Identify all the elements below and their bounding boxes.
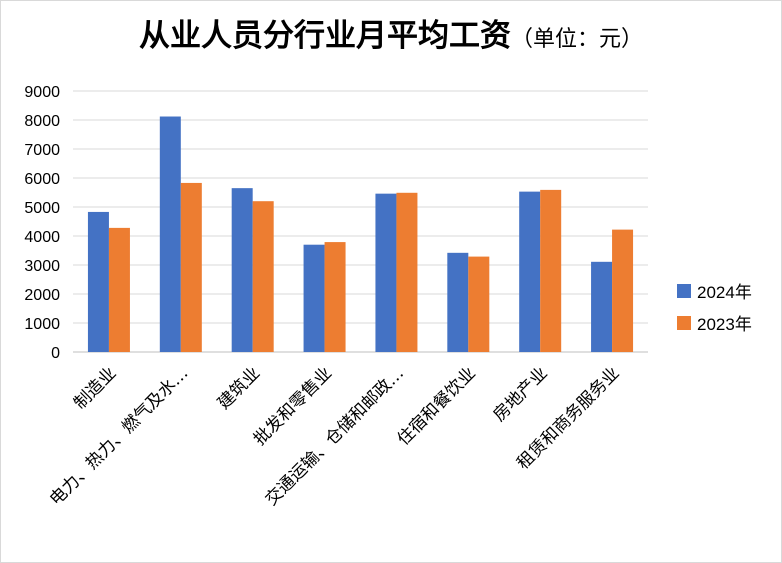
bar (591, 261, 613, 352)
bar (108, 227, 130, 352)
bar (396, 192, 418, 352)
x-tick-label: 交通运输、仓储和邮政… (262, 363, 408, 509)
bar (468, 256, 490, 352)
bar (447, 252, 469, 352)
y-tick-label: 2000 (24, 287, 60, 304)
bar (252, 201, 274, 352)
x-tick-label: 房地产业 (489, 363, 551, 425)
chart-title-main: 从业人员分行业月平均工资 (138, 18, 511, 54)
bar (324, 242, 346, 352)
x-tick-label: 电力、热力、燃气及水… (46, 363, 192, 509)
y-tick-label: 1000 (24, 316, 60, 333)
y-tick-label: 9000 (24, 84, 60, 101)
legend-swatch (677, 316, 691, 330)
y-tick-label: 6000 (24, 171, 60, 188)
chart-title: 从业人员分行业月平均工资（单位：元） (0, 10, 782, 55)
bar (375, 193, 397, 352)
y-tick-label: 4000 (24, 229, 60, 246)
bar (180, 182, 202, 352)
y-tick-label: 3000 (24, 258, 60, 275)
legend-label: 2024年 (697, 283, 752, 302)
x-tick-label: 制造业 (70, 363, 120, 413)
legend-label: 2023年 (697, 315, 752, 334)
x-tick-label: 建筑业 (214, 363, 264, 413)
bar (540, 189, 562, 352)
bar (303, 244, 325, 352)
bar (87, 211, 109, 352)
bar (612, 229, 634, 352)
y-tick-label: 0 (51, 345, 60, 362)
bar (519, 191, 541, 352)
legend-swatch (677, 284, 691, 298)
bar (159, 116, 181, 353)
bar (231, 188, 253, 352)
y-tick-label: 5000 (24, 200, 60, 217)
y-tick-label: 8000 (24, 113, 60, 130)
chart-title-unit: （单位：元） (510, 27, 643, 52)
y-tick-label: 7000 (24, 142, 60, 159)
